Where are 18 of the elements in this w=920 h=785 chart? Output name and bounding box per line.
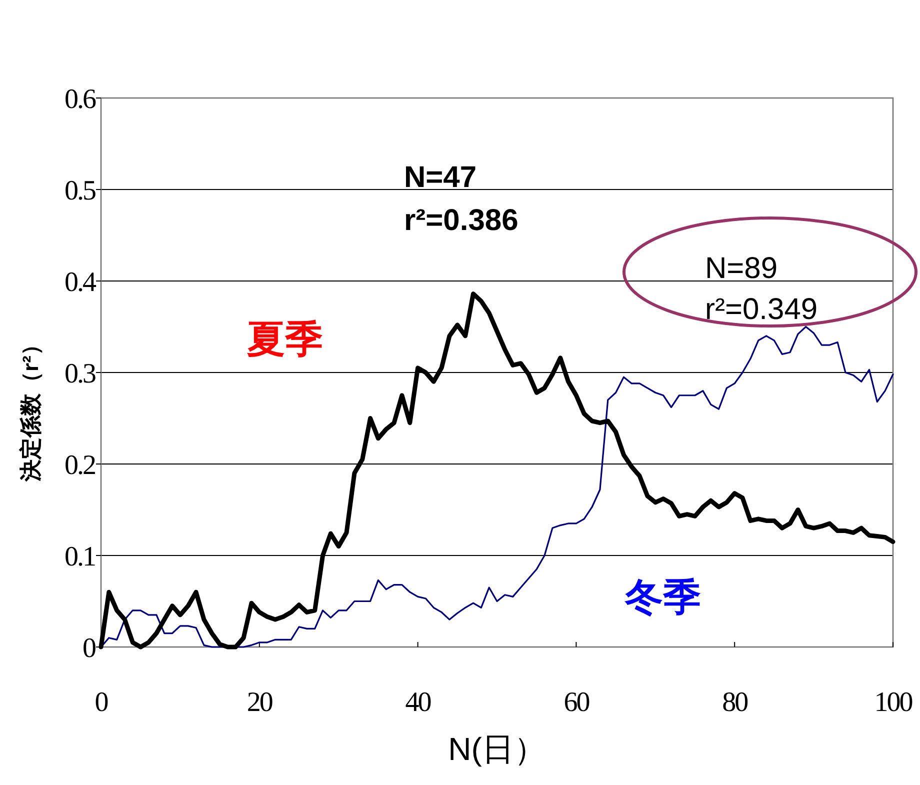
y-tick-label: 0.4 [64,267,96,298]
y-tick-label: 0.2 [64,450,96,481]
y-tick-label: 0.5 [64,176,96,206]
annotation: 夏季 [247,319,323,361]
x-axis-title: N(日） [448,731,546,767]
y-axis-title: 決定係数（r²） [18,334,43,482]
y-tick-label: 0.3 [64,358,96,390]
y-tick-label: 0.1 [64,542,96,572]
x-tick-label: 80 [722,687,748,718]
annotation: N=89 r²=0.349 [705,252,818,326]
y-tick-label: 0 [82,633,96,664]
x-tick-label: 40 [405,687,431,718]
y-tick-label: 0.6 [64,84,96,115]
annotation: 冬季 [624,577,701,619]
annotation: N=47 r²=0.386 [404,161,518,237]
x-tick-label: 60 [564,687,590,718]
x-tick-label: 100 [874,687,912,718]
x-tick-label: 20 [246,687,272,718]
